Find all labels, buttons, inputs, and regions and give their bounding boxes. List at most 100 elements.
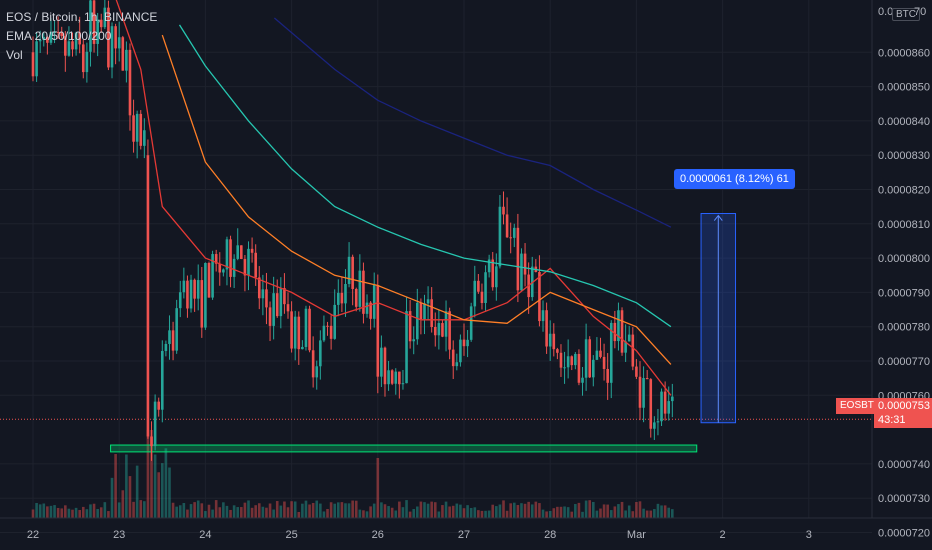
legend-volume[interactable]: Vol [6,48,23,62]
candle-up [178,292,182,309]
volume-bar [193,502,196,518]
candle-up [225,239,229,270]
candle-up [660,391,663,422]
volume-bar [477,510,480,518]
candle-up [627,334,631,342]
volume-bar [448,506,451,518]
candle-up [103,7,107,28]
volume-bar [473,507,477,518]
price-tick-label: 0.0000740 [878,459,930,471]
volume-bar [347,503,351,518]
volume-bar [530,504,534,518]
volume-bar [362,510,365,518]
volume-bar [660,505,663,518]
candle-up [512,227,516,238]
volume-bar [552,508,556,518]
volume-bars [31,430,674,518]
candle-down [207,262,211,298]
price-tick-label: 0.0000730 [878,493,930,505]
volume-bar [358,509,362,518]
candle-up [315,366,319,378]
volume-bar [444,501,448,518]
candle-down [645,378,649,380]
volume-bar [49,505,53,518]
support-zone[interactable] [110,444,698,453]
candle-up [117,37,121,49]
volume-bar [577,502,581,518]
volume-bar [663,505,667,518]
volume-bar [143,501,146,518]
axis-currency-badge[interactable]: BTC [892,8,920,21]
candle-up [487,259,491,273]
candle-up [617,310,620,342]
candle-up [42,37,46,41]
volume-bar [283,501,286,518]
grid [0,0,872,533]
candle-down [462,339,466,347]
time-axis[interactable]: 22 23 24 25 26 27 28 Mar 2 3 [0,517,932,541]
candle-up [394,371,398,384]
volume-bar [85,509,89,518]
volume-bar [319,503,322,518]
measure-label[interactable]: 0.0000061 (8.12%) 61 [674,169,795,189]
candle-down [71,41,74,50]
volume-bar [214,500,218,518]
candle-up [153,401,157,447]
price-tick-label: 0.0000800 [878,253,930,265]
candle-down [509,237,512,239]
candle-up [272,293,275,326]
candle-up [85,51,89,73]
time-tick-label: 23 [113,529,125,541]
volume-bar [430,501,433,518]
volume-bar [433,502,437,518]
time-tick-label: 22 [27,529,39,541]
candle-down [326,325,329,327]
volume-bar [656,503,660,518]
volume-bar [523,503,527,518]
last-price-tag: 0.0000753 43:31 [874,398,932,428]
price-range-measure[interactable] [700,213,737,424]
candle-up [455,362,459,367]
volume-bar [110,477,114,518]
candle-down [433,327,437,336]
volume-bar [301,503,304,518]
candle-up [574,353,577,366]
volume-bar [164,448,168,518]
price-tick-label: 0.0000810 [878,219,930,231]
volume-bar [326,508,329,518]
candle-down [559,352,563,368]
price-tick-label: 0.0000770 [878,356,930,368]
symbol-tag: EOSBTC [836,398,886,414]
legend-symbol-title[interactable]: EOS / Bitcoin, 1h, BINANCE [6,10,158,24]
volume-bar [153,454,157,518]
axis-top-partial-tick: 0.0 [878,6,894,18]
candle-down [570,356,574,366]
candle-down [663,391,667,414]
candle-down [649,379,653,429]
candle-down [92,0,96,44]
candle-down [577,353,581,383]
candle-up [541,310,545,322]
volume-bar [71,509,74,518]
price-axis[interactable]: 0.00008600.00008500.00008400.00008300.00… [871,0,930,540]
candle-up [222,269,225,273]
volume-bar [135,465,139,518]
candle-up [232,258,236,277]
axis-top-right-partial: 70 [914,6,927,18]
volume-bar [390,507,394,518]
volume-bar [261,506,265,518]
volume-bar [31,509,35,518]
volume-bar [132,501,135,518]
volume-bar [60,508,64,518]
legend-ema[interactable]: EMA 20/50/100/200 [6,29,112,43]
candle-up [89,0,92,52]
volume-bar [459,504,462,518]
price-tick-label: 0.0000840 [878,116,930,128]
volume-bar [315,500,319,518]
candle-up [182,280,186,293]
candle-down [218,263,222,273]
volume-bar [329,502,333,518]
candle-up [189,279,193,309]
candle-up [261,289,265,299]
